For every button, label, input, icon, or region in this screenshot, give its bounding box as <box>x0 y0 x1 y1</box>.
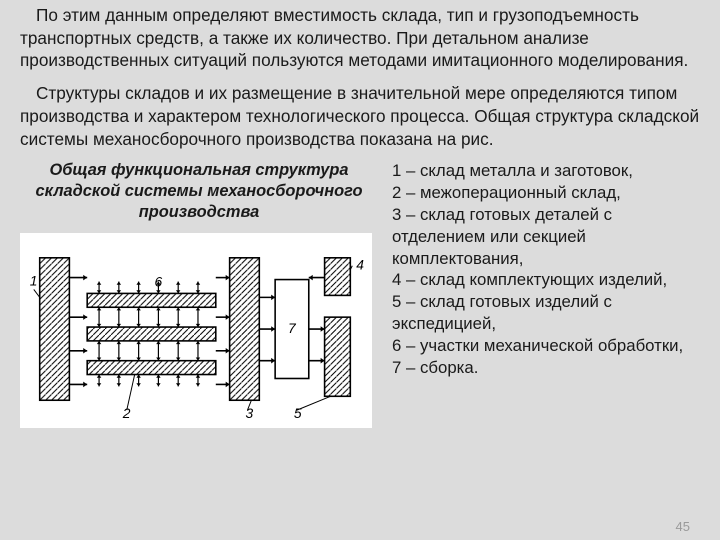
left-column: Общая функциональная структура складской… <box>20 160 378 428</box>
svg-text:4: 4 <box>356 257 364 273</box>
svg-text:7: 7 <box>288 320 297 336</box>
svg-text:1: 1 <box>30 273 38 289</box>
legend-item-1: 1 – склад металла и заготовок, <box>392 160 700 182</box>
svg-text:3: 3 <box>245 405 253 421</box>
legend-column: 1 – склад металла и заготовок, 2 – межоп… <box>392 160 700 428</box>
legend-item-2: 2 – межоперационный склад, <box>392 182 700 204</box>
legend-item-3: 3 – склад готовых деталей с отделением и… <box>392 204 700 269</box>
legend-item-4: 4 – склад комплектующих изделий, <box>392 269 700 291</box>
slide-page: По этим данным определяют вместимость ск… <box>0 0 720 540</box>
paragraph-2: Структуры складов и их размещение в знач… <box>20 82 700 150</box>
diagram-caption: Общая функциональная структура складской… <box>20 160 378 223</box>
legend-item-6: 6 – участки механической обработки, <box>392 335 700 357</box>
legend-item-5: 5 – склад готовых изделий с экспедицией, <box>392 291 700 335</box>
page-number: 45 <box>676 519 690 534</box>
diagram-container: 1 2 3 4 5 6 7 <box>20 233 372 428</box>
svg-text:6: 6 <box>154 274 162 290</box>
svg-text:2: 2 <box>122 405 131 421</box>
paragraph-1: По этим данным определяют вместимость ск… <box>20 4 700 72</box>
warehouse-structure-diagram: 1 2 3 4 5 6 7 <box>27 240 365 423</box>
legend-item-7: 7 – сборка. <box>392 357 700 379</box>
svg-text:5: 5 <box>294 405 302 421</box>
lower-content-row: Общая функциональная структура складской… <box>20 160 700 428</box>
